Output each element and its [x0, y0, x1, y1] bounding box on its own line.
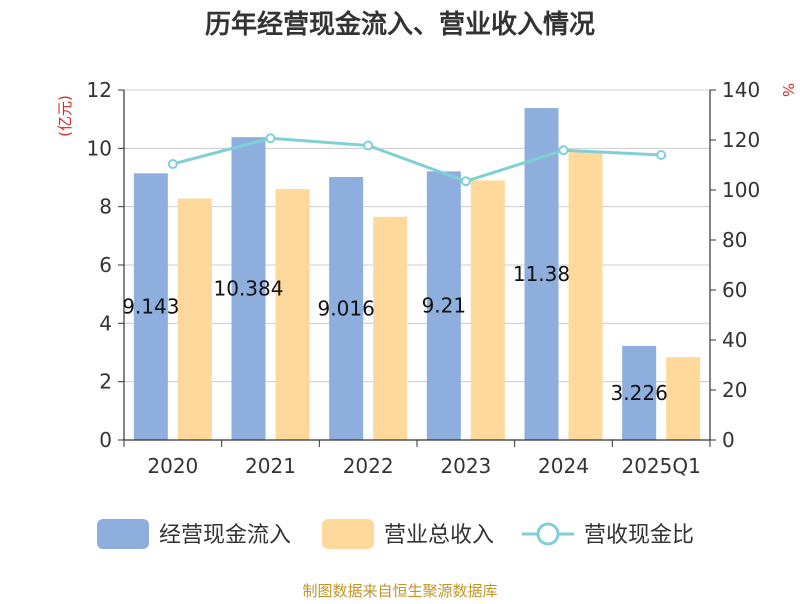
- y-left-tick-label: 6: [99, 253, 112, 277]
- x-tick-label: 2021: [245, 454, 296, 478]
- y-right-tick-label: 20: [722, 378, 747, 402]
- y-right-tick-label: 100: [722, 178, 760, 202]
- data-label-cash-inflow: 3.226: [611, 381, 668, 405]
- data-label-cash-inflow: 9.016: [318, 297, 375, 321]
- x-tick-label: 2024: [538, 454, 589, 478]
- ratio-point: [265, 133, 276, 144]
- bar-cash-inflow: [231, 137, 266, 440]
- y-left-tick-label: 8: [99, 195, 112, 219]
- legend-label: 营收现金比: [584, 523, 694, 548]
- x-tick-label: 2025Q1: [621, 454, 700, 478]
- data-label-cash-inflow: 9.21: [422, 294, 467, 318]
- bar-cash-inflow: [426, 171, 461, 440]
- legend-swatch-marker: [536, 522, 560, 546]
- legend-item-revenue: 营业总收入: [322, 519, 494, 549]
- y-right-tick-label: 40: [722, 328, 747, 352]
- bar-cash-inflow: [329, 177, 364, 441]
- y-left-tick-label: 10: [87, 136, 112, 160]
- bar-series: [133, 108, 701, 441]
- bar-revenue: [373, 216, 408, 440]
- bar-revenue: [666, 357, 701, 440]
- data-label-cash-inflow: 10.384: [214, 277, 284, 301]
- ratio-point: [460, 176, 471, 187]
- grid-lines: [124, 89, 710, 383]
- y-right-tick-label: 0: [722, 428, 735, 452]
- bar-revenue: [275, 189, 310, 440]
- y-right-tick-label: 60: [722, 278, 747, 302]
- ratio-point: [167, 159, 178, 169]
- x-tick-label: 2023: [440, 454, 491, 478]
- data-labels: 9.143 10.384 9.016 9.21 11.38 3.226: [122, 262, 668, 405]
- y-right-tick-label: 80: [722, 228, 747, 252]
- y-left-tick-label: 2: [99, 370, 112, 394]
- ratio-point: [363, 140, 374, 151]
- bar-cash-inflow: [622, 345, 657, 440]
- x-tick-label: 2020: [147, 454, 198, 478]
- x-tick-label: 2022: [343, 454, 394, 478]
- bar-revenue: [470, 180, 505, 440]
- ratio-point: [656, 150, 667, 160]
- ratio-line: [172, 136, 662, 183]
- legend-swatch: [97, 519, 149, 549]
- legend-item-cash-inflow: 经营现金流入: [97, 519, 291, 549]
- chart-title: 历年经营现金流入、营业收入情况: [205, 9, 595, 40]
- y-left-axis-unit: (亿元): [56, 95, 74, 137]
- ratio-point: [558, 145, 569, 156]
- legend-label: 经营现金流入: [159, 523, 291, 548]
- line-series: [167, 133, 667, 187]
- bar-revenue: [177, 198, 212, 440]
- data-label-cash-inflow: 9.143: [122, 295, 179, 319]
- bar-cash-inflow: [524, 108, 559, 440]
- data-label-cash-inflow: 11.38: [513, 262, 570, 286]
- y-left-tick-label: 0: [99, 428, 112, 452]
- y-left-tick-label: 4: [99, 311, 112, 335]
- bar-cash-inflow: [133, 173, 168, 440]
- legend-item-ratio: 营收现金比: [522, 522, 694, 548]
- legend-label: 营业总收入: [384, 523, 494, 548]
- bar-revenue: [568, 151, 603, 440]
- y-left-tick-label: 12: [87, 78, 112, 102]
- legend: 经营现金流入 营业总收入 营收现金比: [97, 519, 694, 549]
- y-right-tick-label: 120: [722, 128, 760, 152]
- source-note: 制图数据来自恒生聚源数据库: [302, 582, 497, 600]
- legend-swatch: [322, 519, 374, 549]
- y-right-axis-unit: %: [779, 83, 797, 97]
- y-right-tick-label: 140: [722, 78, 760, 102]
